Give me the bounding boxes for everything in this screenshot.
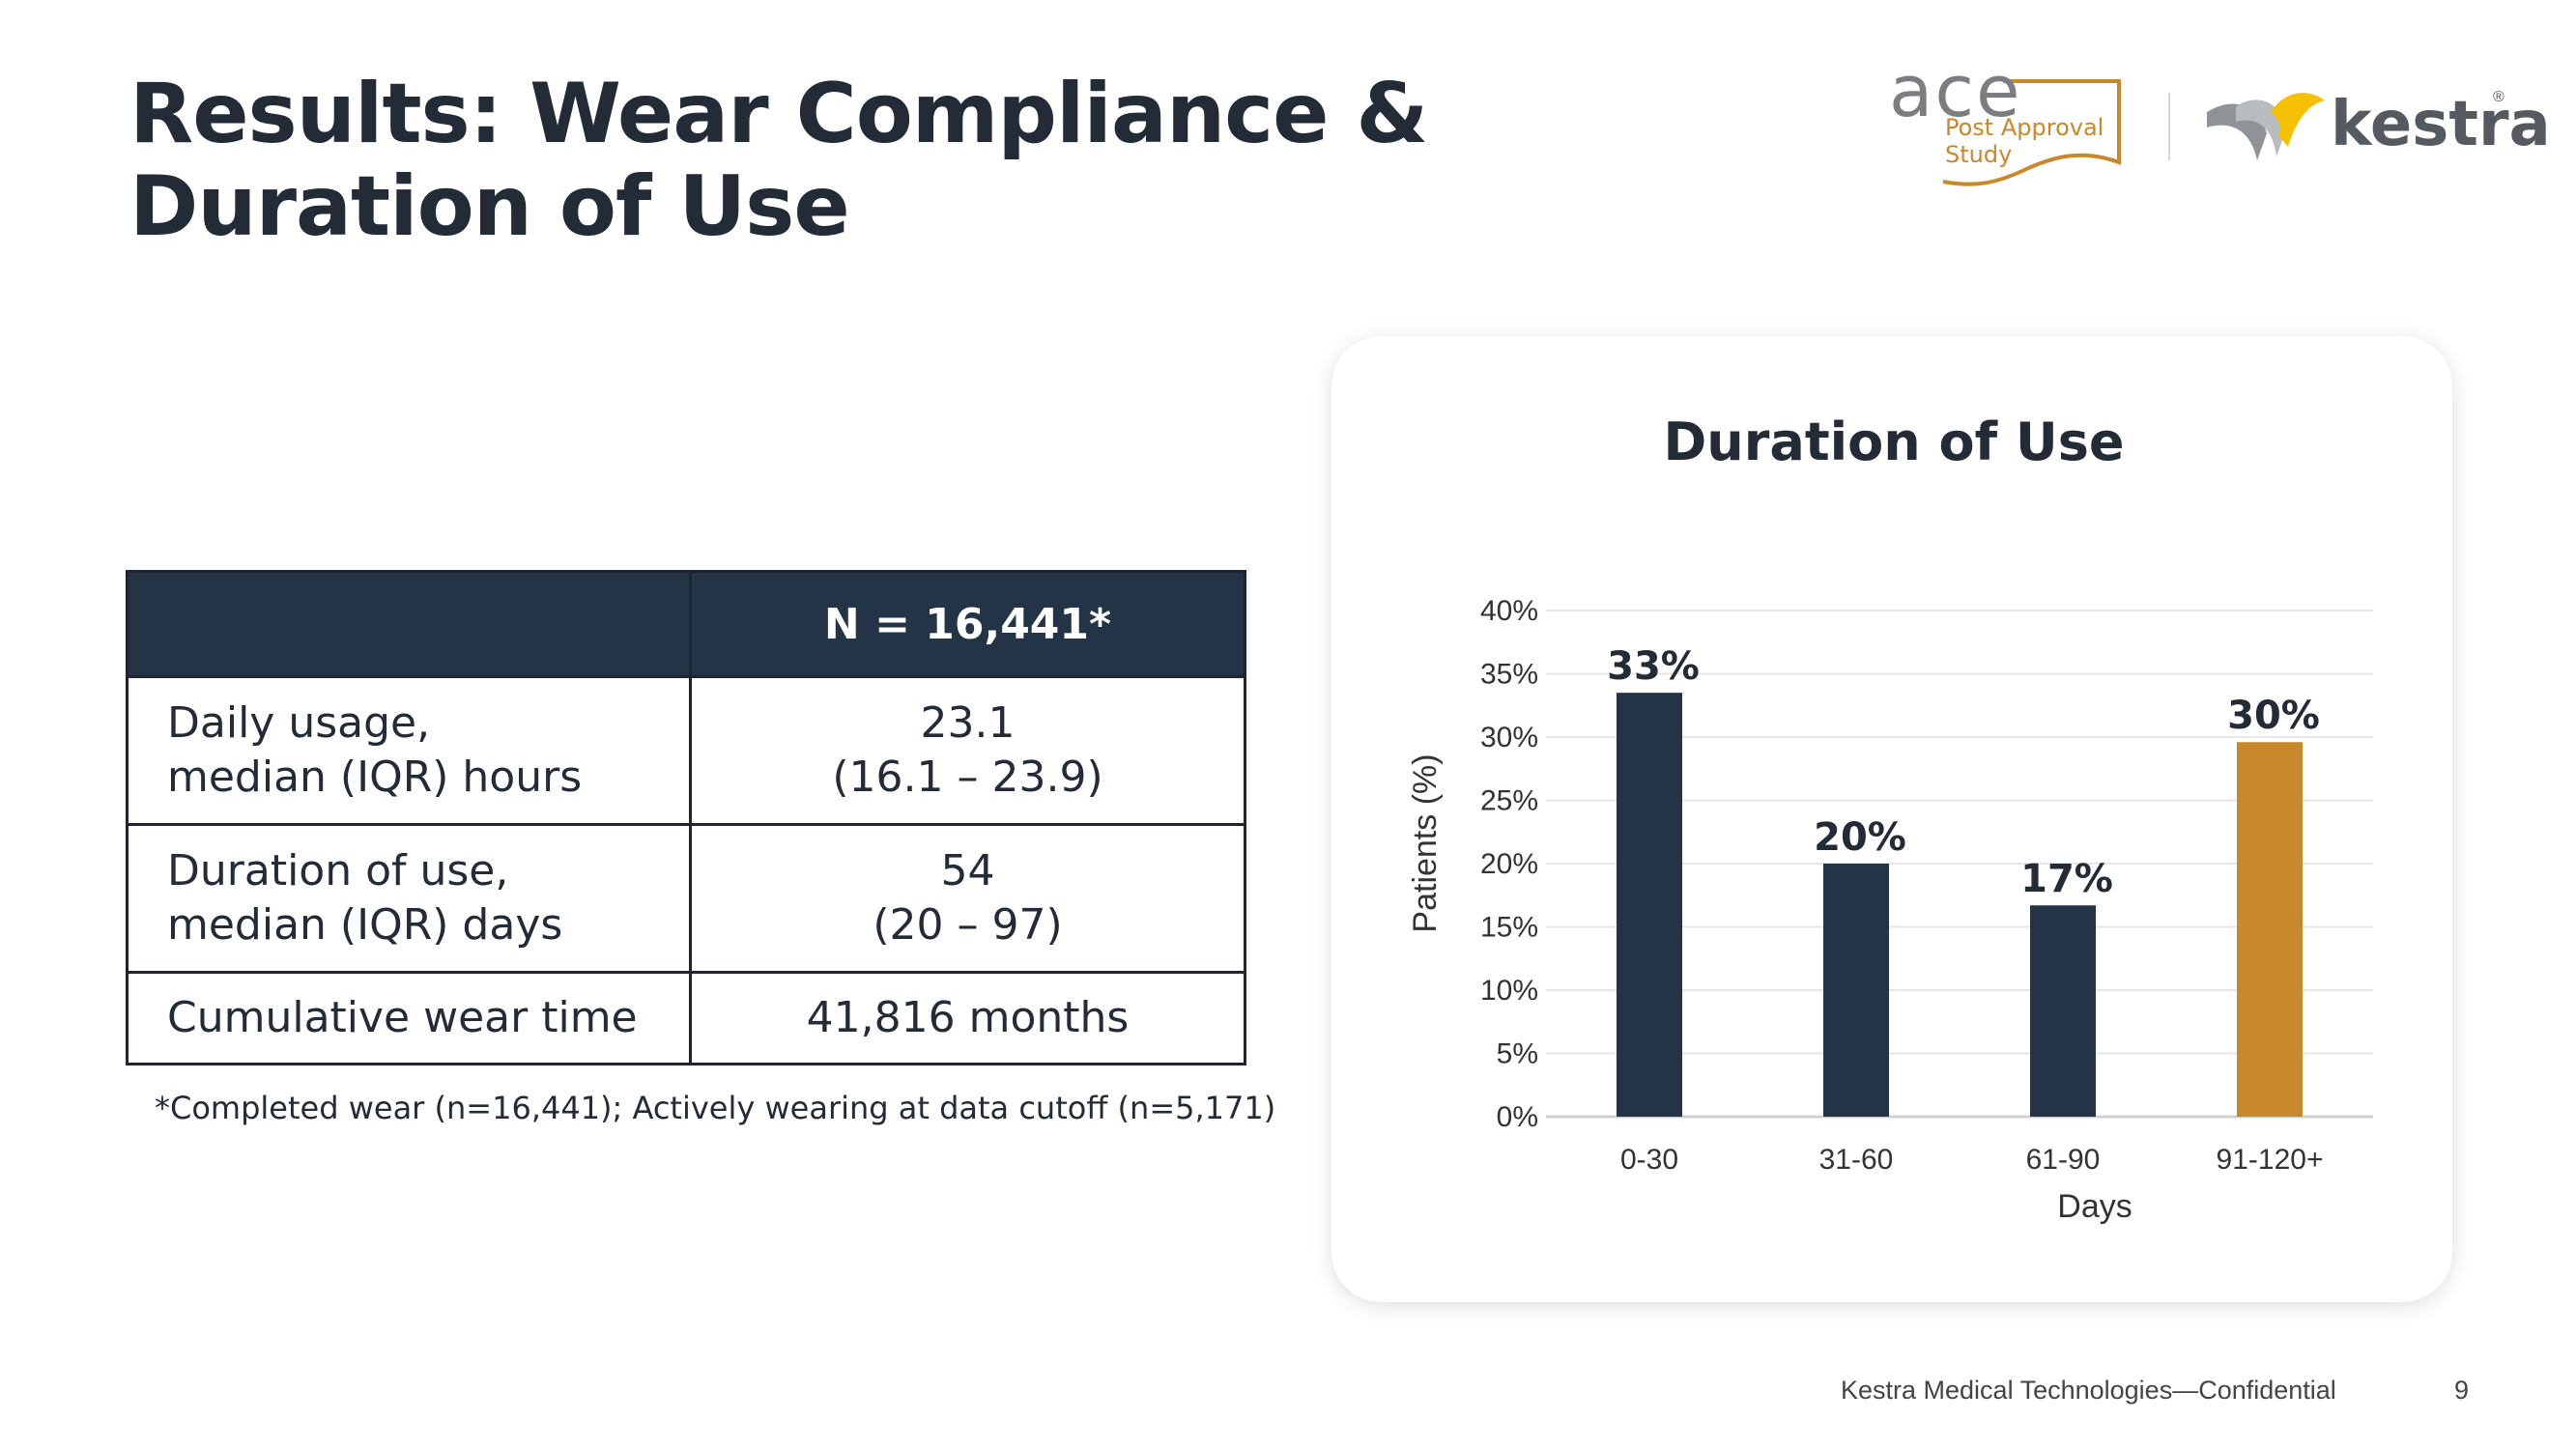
- y-tick-label: 5%: [1497, 1038, 1538, 1070]
- x-tick-label: 0-30: [1620, 1144, 1678, 1176]
- duration-of-use-chart: Duration of Use 0% 5% 10% 15% 20% 25% 30% 35% 40…: [1407, 412, 2373, 1225]
- y-axis-title: Patients (%): [1407, 753, 1444, 932]
- y-tick-label: 10%: [1480, 975, 1538, 1007]
- logo-divider: [2168, 93, 2170, 160]
- slide-title: Results: Wear Compliance & Duration of U…: [129, 66, 1428, 255]
- table-row: Cumulative wear time 41,816 months: [126, 971, 1246, 1065]
- table-footnote: *Completed wear (n=16,441); Actively wea…: [155, 1090, 1276, 1126]
- x-tick-label: 91-120+: [2217, 1144, 2324, 1176]
- data-label: 17%: [2020, 857, 2113, 901]
- label-line: Daily usage,: [167, 698, 431, 748]
- y-tick-label: 25%: [1480, 785, 1538, 817]
- registered-mark: ®: [2493, 89, 2504, 105]
- bar-0-30: [1617, 693, 1682, 1117]
- table-header-n: N = 16,441*: [689, 570, 1246, 678]
- x-tick-label: 31-60: [1819, 1144, 1894, 1176]
- ace-swoosh-icon: [1942, 79, 2121, 186]
- page-number: 9: [2454, 1376, 2470, 1405]
- chart-title: Duration of Use: [1663, 412, 2124, 472]
- x-tick-label: 61-90: [2026, 1144, 2101, 1176]
- row-label: Cumulative wear time: [126, 971, 692, 1065]
- footer-confidential: Kestra Medical Technologies—Confidential: [1841, 1376, 2336, 1405]
- label-line: median (IQR) hours: [167, 753, 583, 802]
- bar-31-60: [1823, 864, 1889, 1117]
- y-tick-label: 15%: [1480, 912, 1538, 944]
- kestra-mark-icon: [2207, 93, 2325, 160]
- table-header-empty: [126, 570, 692, 678]
- label-line: median (IQR) days: [167, 900, 563, 950]
- ace-logo-line1: Post Approval: [1945, 114, 2104, 141]
- table-row: Daily usage, median (IQR) hours 23.1 (16…: [126, 675, 1246, 826]
- ace-logo-line2: Study: [1945, 141, 2013, 168]
- row-label: Duration of use, median (IQR) days: [126, 823, 692, 974]
- wear-statistics-table: N = 16,441* Daily usage, median (IQR) ho…: [126, 570, 1246, 1065]
- bar-91-120+: [2237, 742, 2303, 1117]
- ace-post-approval-study-logo: ace Post Approval Study: [1889, 56, 2131, 191]
- label-line: Duration of use,: [167, 846, 509, 895]
- kestra-logo: kestra ®: [2203, 83, 2551, 170]
- data-label: 30%: [2227, 694, 2320, 738]
- data-label: 20%: [1814, 815, 1906, 860]
- x-axis-ticks: 0-30 31-60 61-90 91-120+: [1620, 1144, 2323, 1176]
- kestra-logo-word: kestra: [2331, 89, 2551, 160]
- table-row: Duration of use, median (IQR) days 54 (2…: [126, 823, 1246, 974]
- row-value: 54 (20 – 97): [689, 823, 1246, 974]
- bars: 33% 20% 17% 30%: [1607, 644, 2320, 1117]
- value-line: 23.1: [920, 698, 1016, 748]
- y-tick-label: 20%: [1480, 848, 1538, 880]
- row-label: Daily usage, median (IQR) hours: [126, 675, 692, 826]
- y-tick-label: 35%: [1480, 659, 1538, 691]
- gridlines: [1546, 610, 2373, 1119]
- x-axis-title: Days: [2057, 1188, 2132, 1225]
- value-line: (20 – 97): [873, 900, 1063, 950]
- bar-61-90: [2030, 905, 2096, 1117]
- chart-card: Duration of Use 0% 5% 10% 15% 20% 25% 30% 35% 40…: [1331, 336, 2452, 1302]
- row-value: 23.1 (16.1 – 23.9): [689, 675, 1246, 826]
- y-tick-label: 40%: [1480, 595, 1538, 627]
- value-line: (16.1 – 23.9): [832, 753, 1103, 802]
- table-header-row: N = 16,441*: [126, 570, 1246, 678]
- data-label: 33%: [1607, 644, 1700, 689]
- y-tick-label: 30%: [1480, 722, 1538, 753]
- ace-logo-word: ace: [1889, 50, 2022, 133]
- y-tick-label: 0%: [1497, 1101, 1538, 1133]
- row-value: 41,816 months: [689, 971, 1246, 1065]
- value-line: 54: [940, 846, 995, 895]
- y-axis-ticks: 0% 5% 10% 15% 20% 25% 30% 35% 40%: [1480, 595, 1538, 1133]
